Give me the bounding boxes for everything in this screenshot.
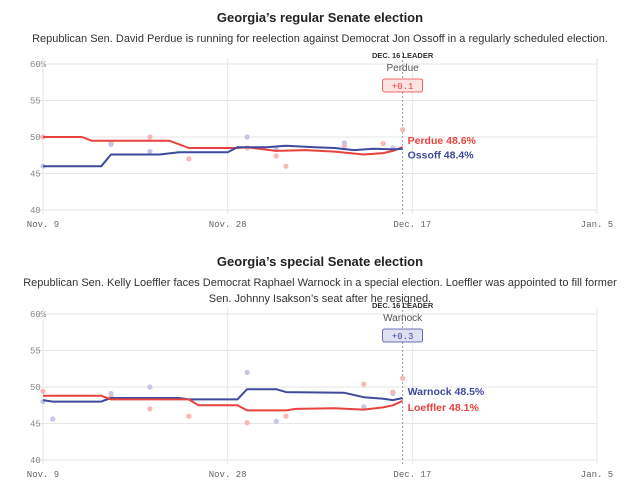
x-tick-label: Nov. 28 <box>209 470 247 480</box>
poll-dot-perdue <box>186 156 192 162</box>
leader-margin-badge <box>382 328 424 343</box>
poll-dot-warnock <box>147 384 153 390</box>
poll-dot-warnock <box>50 416 56 422</box>
leader-margin-badge <box>382 78 424 93</box>
series-label-warnock: Warnock 48.5% <box>408 386 485 398</box>
poll-dot-loeffler <box>186 413 192 419</box>
x-tick-label: Nov. 9 <box>27 470 59 480</box>
poll-dot-loeffler <box>40 388 46 394</box>
poll-dot-ossoff <box>147 149 153 155</box>
y-tick-label: 60% <box>30 310 47 320</box>
series-line-ossoff <box>43 144 403 168</box>
series-label-ossoff: Ossoff 48.4% <box>408 150 475 162</box>
poll-dot-perdue <box>283 163 289 169</box>
y-tick-label: 45 <box>30 170 41 180</box>
regular-senate-chart: 60% 55 50 45 40 Nov. 9 Nov. 28 Dec. 17 Jan. 5 DEC… <box>27 51 613 230</box>
poll-dot-loeffler <box>400 375 406 381</box>
poll-dot-perdue <box>380 140 386 147</box>
poll-dot-loeffler <box>147 406 153 412</box>
y-tick-label: 50 <box>30 383 41 393</box>
leader-margin: +0.1 <box>392 82 414 92</box>
poll-dot-warnock <box>108 390 114 397</box>
series-label-loeffler: Loeffler 48.1% <box>408 402 480 414</box>
x-tick-label: Dec. 17 <box>393 470 431 480</box>
x-tick-label: Dec. 17 <box>393 220 431 230</box>
x-tick-label: Jan. 5 <box>581 470 613 480</box>
y-tick-label: 55 <box>30 97 41 107</box>
poll-dot-ossoff <box>108 141 114 147</box>
y-tick-label: 40 <box>30 456 41 466</box>
poll-dot-warnock <box>273 418 279 424</box>
leader-heading: DEC. 16 LEADER <box>372 301 434 310</box>
poll-dot-loeffler <box>244 420 250 426</box>
chart-subtitle: Republican Sen. David Perdue is running … <box>32 33 608 45</box>
x-tick-label: Nov. 9 <box>27 220 59 230</box>
special-senate-chart: 60% 55 50 45 40 Nov. 9 Nov. 28 Dec. 17 Jan. 5 DEC… <box>27 301 613 480</box>
x-tick-label: Nov. 28 <box>209 220 247 230</box>
poll-dot-perdue <box>273 153 279 159</box>
poll-dot-perdue <box>400 127 406 133</box>
poll-dot-loeffler <box>390 389 396 395</box>
y-tick-label: 45 <box>30 420 41 430</box>
poll-dot-ossoff <box>244 134 250 140</box>
regular-senate-panel: Georgia’s regular Senate election Republ… <box>0 10 640 47</box>
chart-title: Georgia’s regular Senate election <box>216 10 424 25</box>
leader-heading: DEC. 16 LEADER <box>372 51 434 60</box>
series-line-loeffler <box>43 394 404 412</box>
leader-margin: +0.3 <box>392 332 414 342</box>
series-label-perdue: Perdue 48.6% <box>408 135 477 147</box>
y-tick-label: 50 <box>30 133 41 143</box>
poll-dot-loeffler <box>361 381 367 387</box>
leader-name: Perdue <box>386 63 419 74</box>
poll-dot-ossoff <box>341 140 347 146</box>
poll-dot-warnock <box>244 369 250 375</box>
poll-dot-loeffler <box>283 413 289 419</box>
y-tick-label: 40 <box>30 206 41 216</box>
leader-name: Warnock <box>383 313 423 324</box>
x-tick-label: Jan. 5 <box>581 220 613 230</box>
special-senate-panel: Georgia’s special Senate election Republ… <box>0 254 640 307</box>
series-line-warnock <box>42 388 403 403</box>
y-tick-label: 55 <box>30 347 41 357</box>
y-tick-label: 60% <box>30 60 47 70</box>
chart-title: Georgia’s special Senate election <box>216 254 424 269</box>
poll-dot-warnock <box>361 404 367 410</box>
poll-dot-perdue <box>147 134 153 140</box>
chart-subtitle: Republican Sen. Kelly Loeffler faces Dem… <box>23 277 617 305</box>
